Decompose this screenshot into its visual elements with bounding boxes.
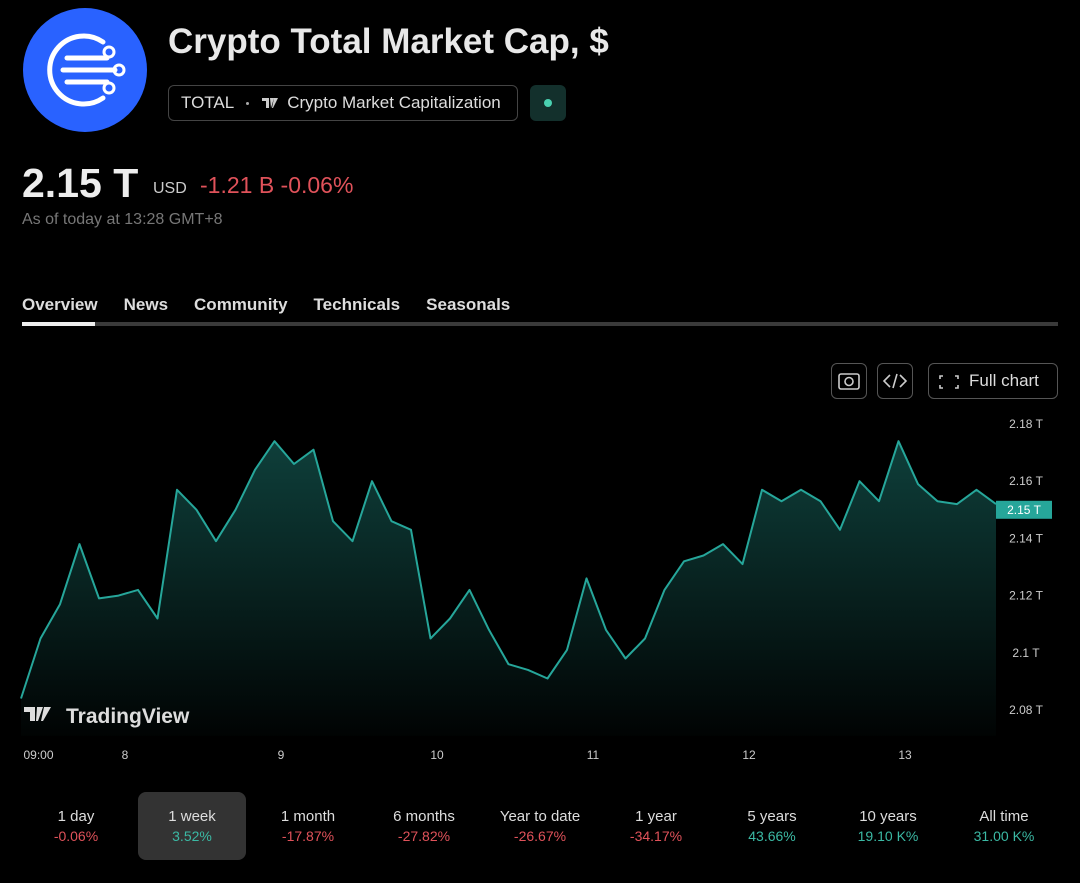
chart: 2.08 T 2.1 T 2.12 T 2.14 T 2.16 T 2.18 T 09:00… bbox=[20, 417, 1052, 762]
tab[interactable]: Community bbox=[194, 295, 288, 314]
period[interactable]: 1 month -17.87% bbox=[254, 792, 362, 860]
y-tick-label: 2.1 T bbox=[1012, 646, 1040, 660]
title: Crypto Total Market Cap, $ bbox=[168, 22, 609, 61]
tabs: Overview News Community Technicals Seasonals bbox=[22, 295, 510, 315]
tab[interactable]: Overview bbox=[22, 295, 98, 314]
x-tick-label: 11 bbox=[587, 748, 600, 762]
x-tick-label: 12 bbox=[742, 748, 756, 762]
x-tick-label: 13 bbox=[898, 748, 912, 762]
tv-icon bbox=[262, 98, 279, 108]
y-tick-label: 2.12 T bbox=[1009, 589, 1043, 603]
full-chart-button[interactable]: Full chart bbox=[928, 363, 1058, 399]
last-value-box bbox=[996, 500, 1052, 519]
period-change: 3.52% bbox=[172, 828, 212, 844]
period-change: -17.87% bbox=[281, 828, 335, 844]
description: Crypto Market Capitalization bbox=[287, 93, 501, 112]
currency: USD bbox=[153, 180, 187, 197]
period-label: 5 years bbox=[747, 808, 797, 825]
tab[interactable]: Seasonals bbox=[426, 295, 511, 314]
period-label: 1 week bbox=[168, 808, 216, 825]
period[interactable]: 1 week 3.52% bbox=[138, 792, 246, 860]
period[interactable]: 5 years 43.66% bbox=[718, 792, 826, 860]
period-label: All time bbox=[979, 808, 1029, 825]
logo bbox=[23, 8, 147, 132]
x-tick-label: 10 bbox=[430, 748, 444, 762]
period-change: -34.17% bbox=[629, 828, 683, 844]
periods: 1 day -0.06% 1 week 3.52% 1 month -17.87% 6 mo… bbox=[22, 792, 1058, 860]
price: 2.15 T bbox=[22, 160, 139, 206]
x-tick-label: 9 bbox=[278, 748, 285, 762]
y-tick-label: 2.08 T bbox=[1009, 703, 1043, 717]
x-tick-label: 09:00 bbox=[23, 748, 53, 762]
y-tick-label: 2.18 T bbox=[1009, 417, 1043, 431]
y-tick-label: 2.16 T bbox=[1009, 474, 1043, 488]
full-chart-label: Full chart bbox=[969, 371, 1039, 390]
period[interactable]: 10 years 19.10 K% bbox=[834, 792, 942, 860]
symbol: TOTAL bbox=[181, 93, 235, 112]
separator bbox=[246, 101, 250, 105]
period-label: 10 years bbox=[859, 808, 917, 825]
code-icon bbox=[882, 373, 908, 389]
tab[interactable]: News bbox=[123, 295, 169, 314]
watermark-icon bbox=[24, 707, 51, 721]
last-value-label: 2.15 T bbox=[1007, 503, 1041, 517]
period-change: 31.00 K% bbox=[973, 828, 1035, 844]
embed-button[interactable] bbox=[877, 363, 913, 399]
area bbox=[21, 441, 996, 736]
change: -1.21 B -0.06% bbox=[200, 172, 353, 199]
period[interactable]: All time 31.00 K% bbox=[950, 792, 1058, 860]
y-tick-label: 2.14 T bbox=[1009, 531, 1043, 545]
expand-icon bbox=[939, 375, 959, 389]
period[interactable]: 6 months -27.82% bbox=[370, 792, 478, 860]
period-label: 1 month bbox=[280, 808, 336, 825]
period-change: 43.66% bbox=[748, 828, 796, 844]
tab[interactable]: Technicals bbox=[313, 295, 401, 314]
tab-indicator bbox=[22, 322, 95, 326]
period-change: -0.06% bbox=[53, 828, 99, 844]
period-label: 1 year bbox=[635, 808, 677, 825]
period-label: 6 months bbox=[393, 808, 455, 825]
x-tick-label: 8 bbox=[122, 748, 129, 762]
line bbox=[20, 440, 997, 699]
camera-icon bbox=[838, 373, 860, 390]
tab-line bbox=[22, 322, 1058, 326]
period-change: 19.10 K% bbox=[857, 828, 919, 844]
as-of: As of today at 13:28 GMT+8 bbox=[22, 211, 223, 228]
change-pct: -0.06% bbox=[280, 172, 354, 198]
change-abs: -1.21 B bbox=[200, 172, 275, 198]
period-change: -26.67% bbox=[513, 828, 567, 844]
camera-button[interactable] bbox=[831, 363, 867, 399]
status-dot bbox=[544, 99, 552, 107]
period[interactable]: 1 day -0.06% bbox=[22, 792, 130, 860]
watermark: TradingView bbox=[24, 705, 190, 728]
period-change: -27.82% bbox=[397, 828, 451, 844]
status-box[interactable] bbox=[530, 85, 566, 121]
watermark-text: TradingView bbox=[66, 705, 190, 728]
period[interactable]: 1 year -34.17% bbox=[602, 792, 710, 860]
period-label: 1 day bbox=[57, 808, 95, 825]
period[interactable]: Year to date -26.67% bbox=[486, 792, 594, 860]
period-label: Year to date bbox=[499, 808, 581, 825]
symbol-pill[interactable]: TOTAL Crypto Market Capitalization bbox=[168, 85, 518, 121]
